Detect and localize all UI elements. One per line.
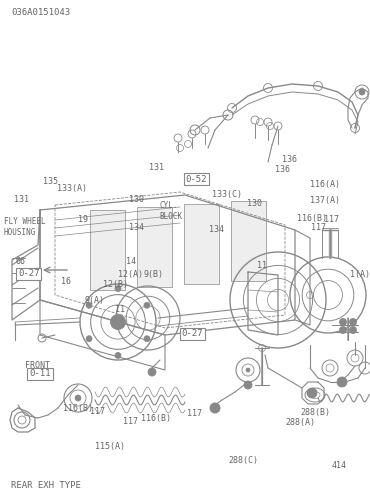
Circle shape (86, 302, 92, 308)
Text: 11: 11 (257, 260, 267, 270)
Circle shape (307, 388, 317, 398)
Ellipse shape (310, 392, 320, 398)
Text: 133(C): 133(C) (212, 190, 242, 200)
Bar (90, 210, 125, 290)
Circle shape (75, 395, 81, 401)
Text: 130: 130 (129, 196, 144, 204)
Text: 14: 14 (126, 258, 136, 266)
Text: 0-11: 0-11 (29, 370, 51, 378)
Text: 117: 117 (324, 214, 339, 224)
Text: 116(B): 116(B) (141, 414, 171, 422)
Circle shape (86, 336, 92, 342)
Circle shape (350, 326, 357, 334)
Text: 12(B): 12(B) (103, 280, 128, 288)
Circle shape (148, 368, 156, 376)
Text: 1(A): 1(A) (350, 270, 370, 278)
Text: 0-27: 0-27 (182, 330, 203, 338)
Text: 136: 136 (275, 164, 290, 173)
Text: 117: 117 (90, 406, 105, 416)
Text: 288(A): 288(A) (286, 418, 316, 428)
Circle shape (246, 368, 250, 372)
Text: 134: 134 (130, 222, 145, 232)
Bar (184, 204, 219, 284)
Bar (231, 201, 266, 281)
Text: 134: 134 (209, 226, 224, 234)
Circle shape (340, 326, 346, 334)
Circle shape (350, 318, 357, 326)
Text: 288(C): 288(C) (229, 456, 259, 464)
Text: 117: 117 (311, 224, 326, 232)
Text: 130: 130 (247, 200, 262, 208)
Text: 131: 131 (14, 194, 29, 203)
Text: 19: 19 (78, 216, 88, 224)
Text: 137(A): 137(A) (310, 196, 340, 205)
Text: 116(B): 116(B) (297, 214, 327, 224)
Text: 0-52: 0-52 (185, 174, 207, 184)
Circle shape (210, 403, 220, 413)
Circle shape (115, 352, 121, 358)
Text: 116(A): 116(A) (310, 180, 340, 190)
Circle shape (144, 336, 150, 342)
Text: 135: 135 (43, 176, 58, 186)
Text: 9(B): 9(B) (144, 270, 164, 280)
Text: 036A0151043: 036A0151043 (11, 8, 70, 17)
Text: FLY WHEEL
HOUSING: FLY WHEEL HOUSING (4, 218, 46, 236)
Text: 66: 66 (16, 256, 26, 266)
Text: 115(A): 115(A) (95, 442, 125, 450)
Text: 16: 16 (61, 276, 71, 285)
Text: 11: 11 (115, 304, 125, 314)
Circle shape (244, 381, 252, 389)
Circle shape (337, 377, 347, 387)
Bar (137, 207, 172, 287)
Text: 136: 136 (282, 154, 297, 164)
Text: 9(A): 9(A) (84, 296, 104, 304)
Text: 117: 117 (123, 418, 138, 426)
Text: 0-27: 0-27 (18, 270, 40, 278)
Circle shape (115, 286, 121, 292)
Text: REAR EXH TYPE: REAR EXH TYPE (11, 482, 81, 490)
Text: 414: 414 (331, 460, 346, 469)
Ellipse shape (305, 388, 325, 402)
Circle shape (144, 302, 150, 308)
Circle shape (340, 318, 346, 326)
Text: 131: 131 (149, 164, 165, 172)
Text: CYL.
BLOCK: CYL. BLOCK (159, 202, 182, 220)
Circle shape (110, 314, 125, 330)
Text: 117: 117 (187, 410, 202, 418)
Circle shape (359, 89, 365, 95)
Text: 133(A): 133(A) (57, 184, 87, 194)
Text: FRONT: FRONT (25, 360, 50, 370)
Text: 116(B): 116(B) (63, 404, 93, 412)
Text: 288(B): 288(B) (300, 408, 330, 416)
Text: 12(A): 12(A) (118, 270, 144, 280)
